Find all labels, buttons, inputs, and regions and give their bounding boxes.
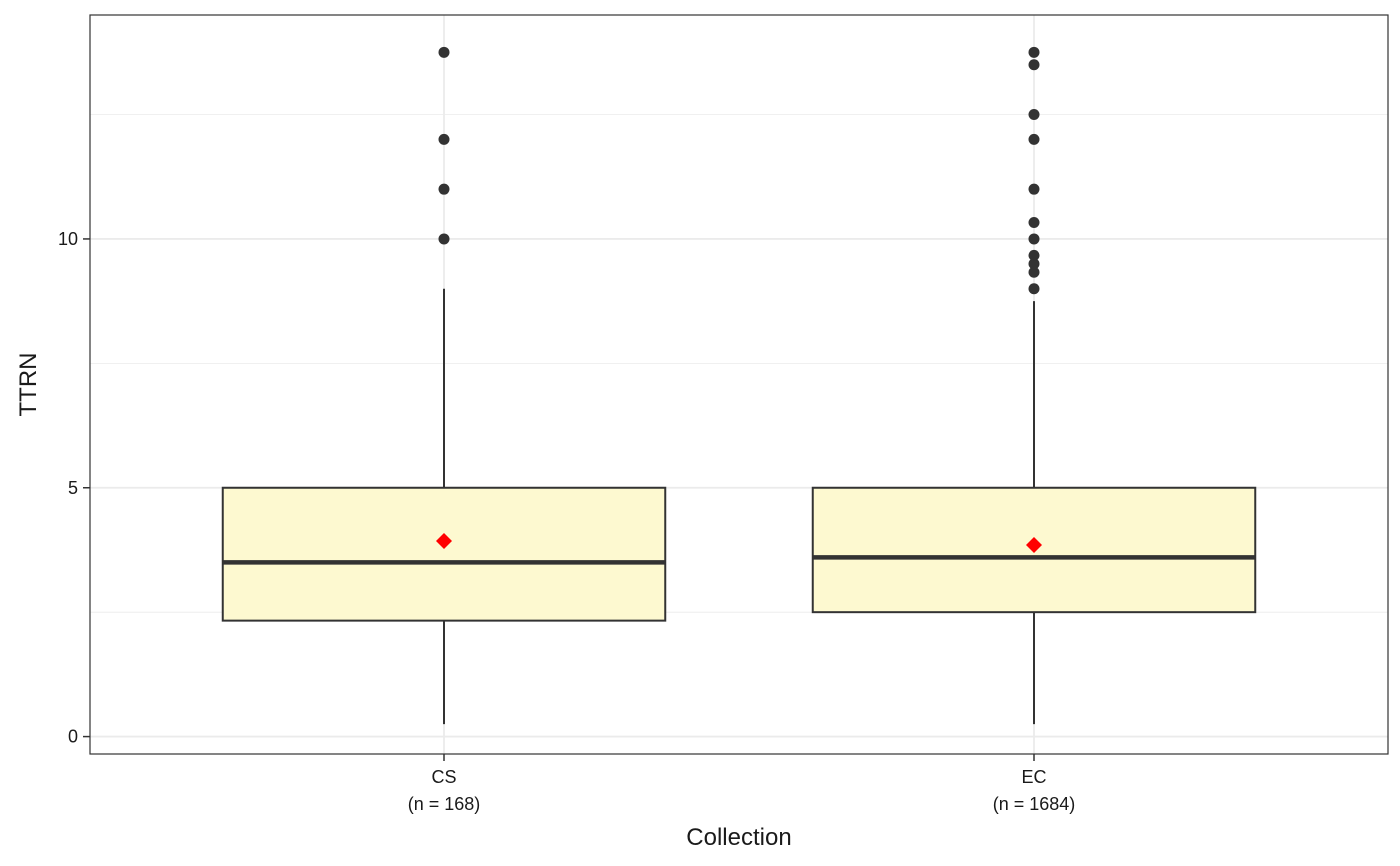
outlier-point [1028,46,1040,58]
outlier-point [1028,233,1040,245]
x-tick-label: CS [431,767,456,787]
y-tick-label: 5 [68,478,78,498]
x-axis-title: Collection [686,824,791,851]
outlier-point [1028,249,1040,261]
y-tick-label: 10 [58,229,78,249]
x-tick-sublabel: (n = 168) [408,794,481,814]
outlier-point [438,183,450,195]
outlier-point [1028,217,1040,229]
outlier-point [1028,109,1040,121]
y-axis-title: TTRN [15,353,42,417]
outlier-point [1028,183,1040,195]
panel-border [89,14,1389,755]
mean-marker [436,533,452,550]
outlier-point [1028,59,1040,71]
outlier-point [1028,283,1040,295]
boxes [221,46,1257,725]
x-tick-sublabel: (n = 1684) [993,794,1076,814]
box-iqr [221,486,667,622]
outlier-point [1028,266,1040,278]
outlier-point [1028,133,1040,145]
axes: 0 5 10 CS (n = 168) EC (n = 1684) [58,229,1075,814]
outlier-point [438,133,450,145]
outlier-point [1028,258,1040,270]
outlier-point [438,233,450,245]
x-tick-label: EC [1021,767,1046,787]
y-tick-label: 0 [68,727,78,747]
mean-marker [1026,536,1042,553]
outlier-point [438,46,450,58]
